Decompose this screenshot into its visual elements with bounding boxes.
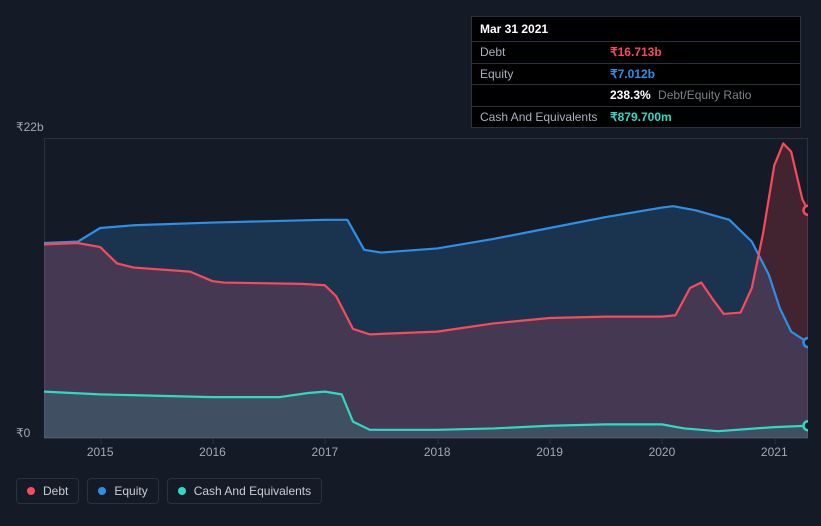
chart-tooltip: Mar 31 2021 Debt₹16.713bEquity₹7.012b238… — [471, 16, 801, 128]
tooltip-row-value: ₹16.713b — [610, 45, 662, 59]
tooltip-row: Debt₹16.713b — [472, 42, 800, 63]
x-axis-tick: 2017 — [312, 445, 339, 459]
legend-item-equity[interactable]: Equity — [87, 478, 158, 504]
tooltip-row-label: Equity — [480, 67, 610, 81]
legend-item-debt[interactable]: Debt — [16, 478, 79, 504]
tooltip-row: Equity₹7.012b — [472, 64, 800, 85]
tooltip-row-note: Debt/Equity Ratio — [655, 88, 752, 102]
legend-label: Debt — [43, 484, 68, 498]
chart-svg — [44, 138, 808, 438]
y-axis-max-label: ₹22b — [16, 120, 44, 134]
tooltip-date: Mar 31 2021 — [472, 17, 800, 42]
x-axis-tick: 2015 — [87, 445, 114, 459]
tooltip-row-label — [480, 88, 610, 102]
x-axis-tick: 2020 — [649, 445, 676, 459]
legend-label: Equity — [114, 484, 147, 498]
tooltip-row: 238.3% Debt/Equity Ratio — [472, 85, 800, 106]
tooltip-row-value: ₹7.012b — [610, 67, 655, 81]
legend-dot-icon — [98, 487, 106, 495]
tooltip-row-value: 238.3% Debt/Equity Ratio — [610, 88, 751, 102]
x-axis-tick: 2019 — [536, 445, 563, 459]
legend-item-cash-and-equivalents[interactable]: Cash And Equivalents — [167, 478, 322, 504]
legend-dot-icon — [27, 487, 35, 495]
series-end-marker — [804, 206, 809, 215]
debt-equity-chart: ₹22b ₹0 2015 2016 2017 2018 2019 2020 2021 — [16, 120, 808, 480]
tooltip-row-label: Debt — [480, 45, 610, 59]
legend-label: Cash And Equivalents — [194, 484, 311, 498]
x-axis-tick: 2021 — [761, 445, 788, 459]
chart-legend: Debt Equity Cash And Equivalents — [16, 478, 322, 504]
x-axis: 2015 2016 2017 2018 2019 2020 2021 — [44, 438, 808, 460]
x-axis-tick: 2018 — [424, 445, 451, 459]
tooltip-rows: Debt₹16.713bEquity₹7.012b238.3% Debt/Equ… — [472, 42, 800, 127]
y-axis-min-label: ₹0 — [16, 426, 30, 440]
series-end-marker — [804, 338, 809, 347]
legend-dot-icon — [178, 487, 186, 495]
x-axis-tick: 2016 — [199, 445, 226, 459]
series-end-marker — [804, 421, 809, 430]
